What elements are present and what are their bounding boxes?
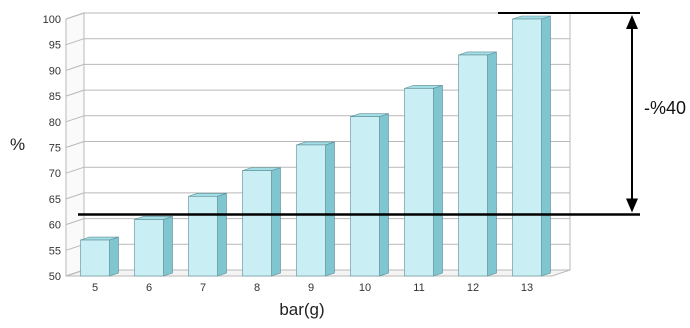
gridline-side: [65, 63, 85, 71]
x-tick-label: 6: [146, 282, 152, 294]
annotation-label: -%40: [644, 98, 686, 118]
bar-front: [404, 88, 434, 277]
bar-side: [217, 192, 227, 277]
y-tick-label: 95: [49, 40, 61, 52]
gridline-side: [65, 166, 85, 174]
gridline-side: [65, 218, 85, 226]
bar-side: [541, 15, 551, 277]
bar: [134, 216, 173, 277]
bar: [188, 192, 227, 277]
y-tick-label: 80: [49, 117, 61, 129]
x-tick-label: 8: [254, 282, 260, 294]
bar-front: [296, 144, 326, 277]
annotation-arrowhead-up: [626, 15, 638, 29]
x-tick-label: 5: [92, 282, 98, 294]
y-tick-label: 90: [49, 65, 61, 77]
x-tick-label: 12: [467, 282, 479, 294]
y-tick-label: 50: [49, 271, 61, 283]
bar-side: [163, 216, 173, 277]
bar-side: [271, 167, 281, 277]
annotation-layer: [78, 12, 640, 216]
bar: [458, 51, 497, 277]
x-tick-label: 7: [200, 282, 206, 294]
gridline-side: [65, 38, 85, 46]
bar: [404, 84, 443, 277]
bar-side: [433, 84, 443, 277]
bar-front: [80, 239, 110, 277]
bar-front: [242, 170, 272, 277]
bar-front: [458, 54, 488, 277]
bars-layer: [80, 15, 551, 277]
gridline-side: [65, 115, 85, 123]
x-tick-label: 9: [308, 282, 314, 294]
x-axis-title: bar(g): [279, 300, 324, 319]
bar: [296, 141, 335, 277]
y-tick-label: 60: [49, 220, 61, 232]
labels-layer: 50 55 60 65 70 75 80 85 90 95 100 5 6 7 8 9 10 11 12 13: [43, 14, 533, 294]
y-tick-label: 70: [49, 168, 61, 180]
gridline-side: [65, 141, 85, 148]
bar-front: [512, 18, 542, 277]
bar-side: [379, 113, 389, 277]
x-tick-label: 13: [521, 282, 533, 294]
y-tick-label: 100: [43, 14, 61, 26]
y-tick-label: 65: [49, 194, 61, 206]
bar-side: [487, 51, 497, 277]
y-tick-label: 85: [49, 91, 61, 103]
x-tick-label: 11: [413, 282, 424, 294]
bar: [80, 236, 119, 277]
bar-front: [350, 116, 380, 277]
bar-side: [325, 141, 335, 277]
bar: [350, 113, 389, 277]
gridline-side: [65, 192, 85, 200]
bar-front: [188, 196, 218, 277]
gridline-side: [65, 12, 85, 20]
bar: [242, 167, 281, 277]
gridline-side: [65, 89, 85, 97]
y-axis-title: %: [10, 135, 25, 154]
annotation-arrowhead-down: [626, 198, 638, 213]
bar: [512, 15, 551, 277]
y-tick-label: 55: [49, 245, 61, 257]
y-tick-label: 75: [49, 143, 61, 155]
bar-front: [134, 219, 164, 277]
bar-side: [109, 236, 119, 277]
x-tick-label: 10: [359, 282, 371, 294]
